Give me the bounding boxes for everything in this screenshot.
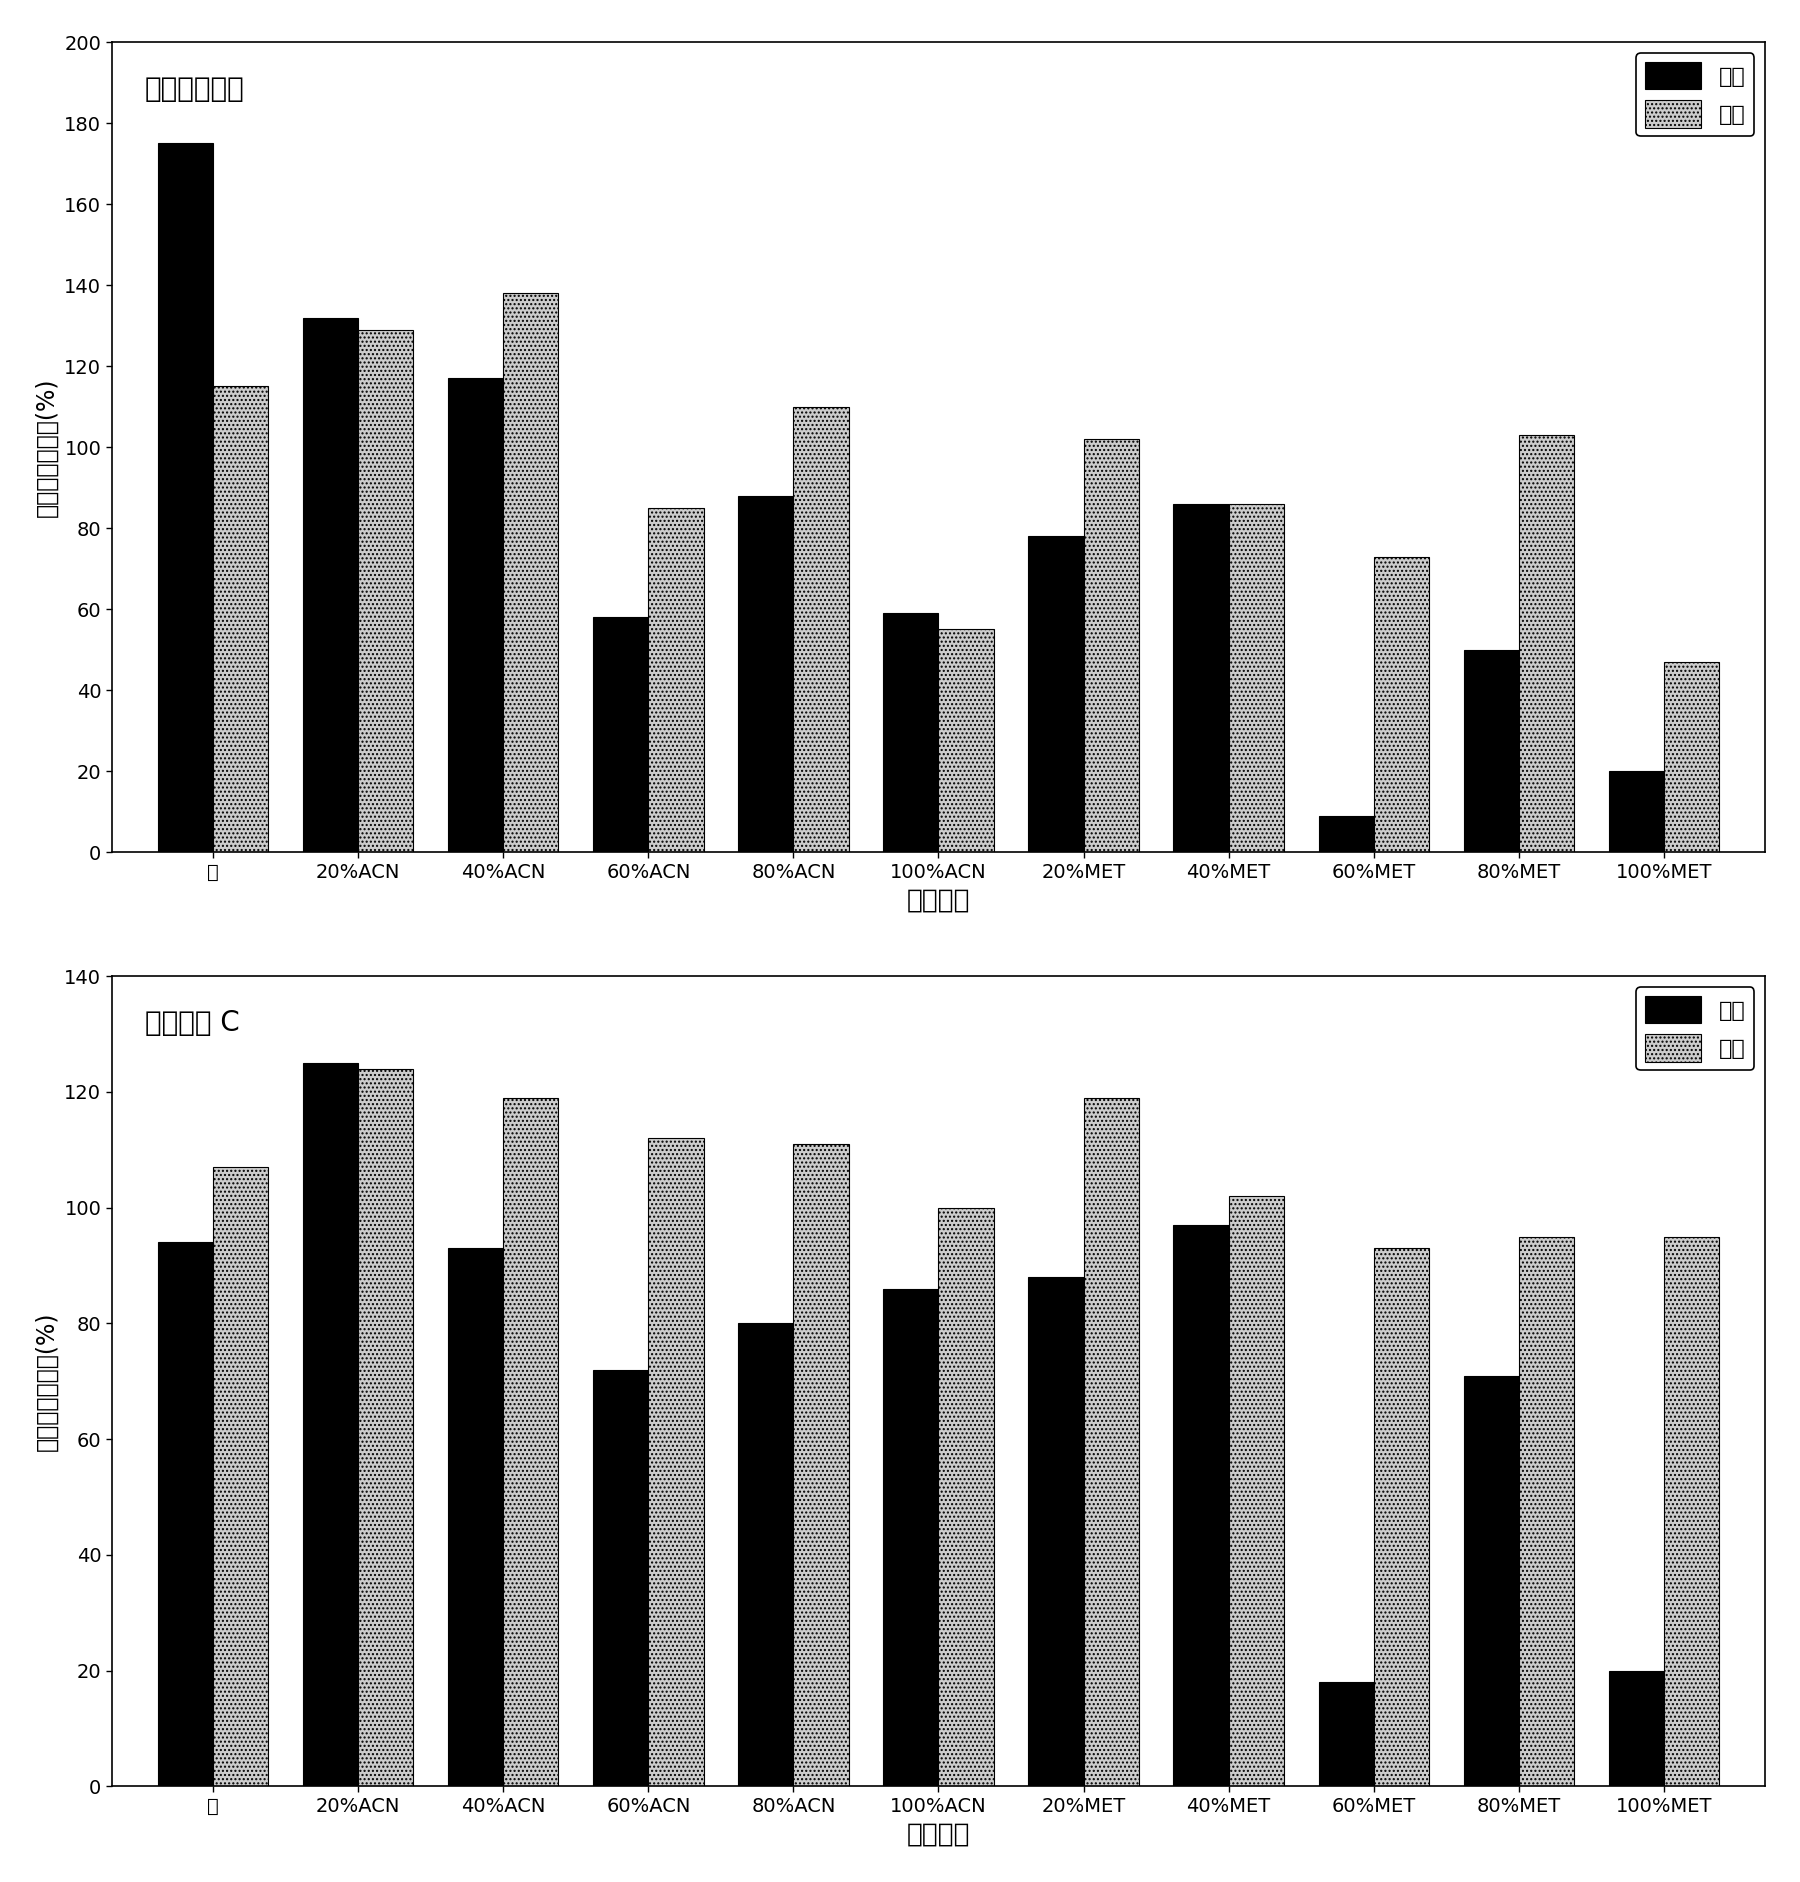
Bar [648,508,704,853]
Bar [302,318,358,853]
Bar [158,1242,212,1786]
Bar [302,1063,358,1786]
Bar [1663,662,1719,853]
Bar [1319,815,1373,853]
Bar [884,1289,938,1786]
Text: 牛血清白蛋白: 牛血清白蛋白 [144,75,245,104]
Bar [1319,1683,1373,1786]
Bar [1609,1671,1663,1786]
Bar [212,1167,268,1786]
Bar [504,294,558,853]
Bar [938,629,994,853]
Bar [1229,504,1283,853]
Bar [1229,1197,1283,1786]
Bar [448,1248,504,1786]
Bar [648,1139,704,1786]
Bar [794,407,848,853]
Bar [358,329,414,853]
X-axis label: 溶剂系统: 溶剂系统 [907,886,970,913]
Y-axis label: 溶解相对百分比(%): 溶解相对百分比(%) [34,1312,59,1451]
Bar [1463,649,1519,853]
Bar [738,495,794,853]
Bar [1084,439,1139,853]
Bar [1174,504,1229,853]
Y-axis label: 溶解相对百分比(%): 溶解相对百分比(%) [34,378,59,518]
Text: 细胞色素 C: 细胞色素 C [144,1009,239,1037]
Bar [1463,1376,1519,1786]
Bar [594,1370,648,1786]
Legend: 碱性, 酸性: 碱性, 酸性 [1636,988,1755,1071]
Bar [738,1323,794,1786]
Legend: 碱性, 酸性: 碱性, 酸性 [1636,53,1755,136]
Bar [1028,1278,1084,1786]
Bar [1519,435,1573,853]
Bar [594,617,648,853]
Bar [1663,1236,1719,1786]
Bar [1174,1225,1229,1786]
Bar [1084,1097,1139,1786]
Bar [504,1097,558,1786]
Bar [938,1208,994,1786]
Bar [212,386,268,853]
Bar [448,378,504,853]
Bar [1519,1236,1573,1786]
Bar [884,614,938,853]
X-axis label: 溶剂系统: 溶剂系统 [907,1822,970,1848]
Bar [158,143,212,853]
Bar [1373,1248,1429,1786]
Bar [794,1144,848,1786]
Bar [1373,557,1429,853]
Bar [358,1069,414,1786]
Bar [1028,536,1084,853]
Bar [1609,772,1663,853]
